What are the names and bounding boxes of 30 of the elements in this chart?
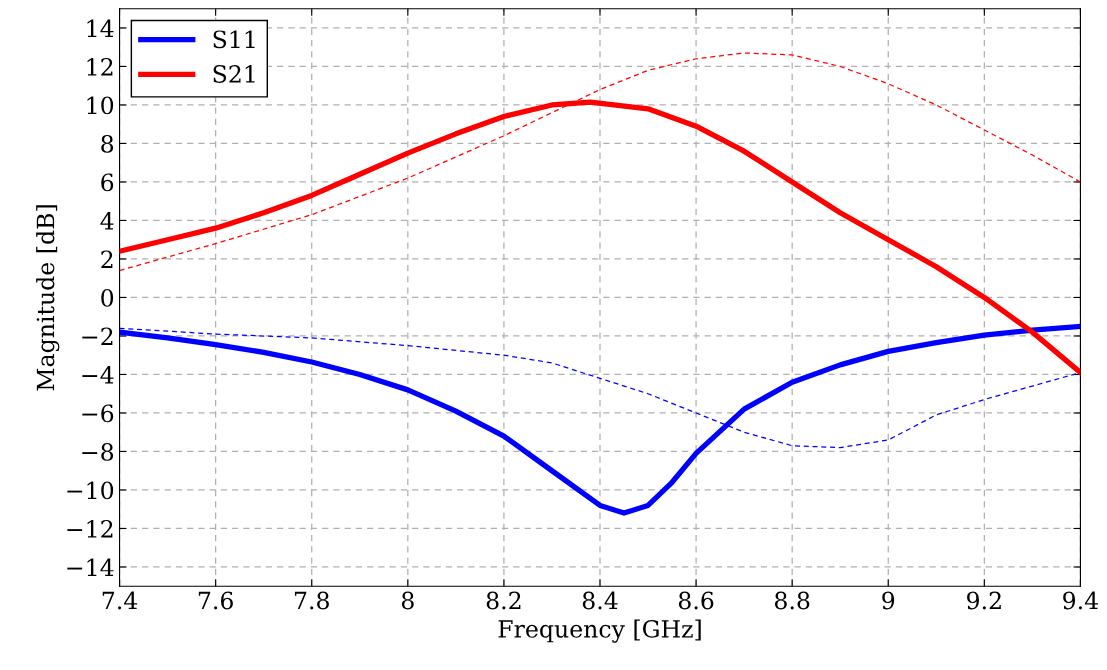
legend-label: S11: [213, 30, 255, 49]
y-tick-label: 6: [101, 173, 114, 192]
y-tick-label: −14: [67, 558, 114, 576]
y-tick-label: −4: [82, 365, 114, 384]
y-tick-label: −12: [67, 519, 113, 538]
x-axis-title: Frequency [GHz]: [498, 619, 701, 643]
y-tick-label: −2: [82, 327, 113, 345]
y-tick-label: −10: [67, 481, 114, 500]
x-tick-label: 8.6: [678, 591, 714, 610]
x-tick-label: 7.4: [102, 591, 138, 610]
x-tick-label: 9.2: [967, 591, 1001, 610]
y-tick-label: −6: [82, 404, 114, 423]
legend-label: S21: [213, 65, 255, 83]
y-tick-label: 4: [100, 211, 114, 230]
y-tick-label: −8: [82, 442, 114, 461]
y-tick-label: 12: [87, 57, 113, 76]
x-tick-label: 8.8: [774, 591, 810, 610]
y-tick-label: 10: [87, 96, 114, 115]
x-tick-label: 7.6: [198, 591, 233, 610]
x-tick-label: 7.8: [294, 591, 329, 610]
x-tick-label: 9.4: [1063, 591, 1099, 610]
x-tick-label: 8: [401, 591, 414, 610]
y-tick-label: 8: [101, 134, 114, 153]
x-tick-label: 9: [882, 591, 895, 610]
x-tick-label: 8.2: [486, 591, 521, 610]
y-tick-label: 0: [101, 288, 114, 307]
y-tick-label: 2: [101, 250, 113, 268]
x-tick-label: 8.4: [582, 591, 618, 610]
y-tick-label: 14: [87, 19, 114, 37]
y-axis-title: Magnitude [dB]: [36, 205, 60, 391]
